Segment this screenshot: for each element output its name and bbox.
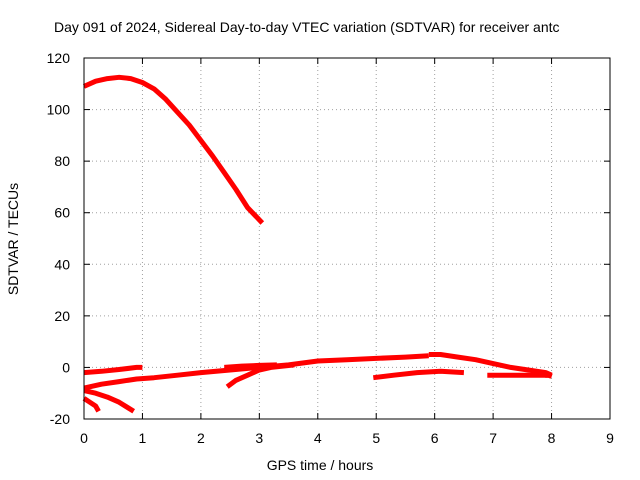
x-axis-label: GPS time / hours (266, 457, 374, 473)
y-tick-label: 40 (54, 256, 70, 272)
series-group (82, 74, 553, 414)
series-line-arc-5 (82, 396, 101, 413)
x-tick-label: 4 (314, 430, 322, 446)
y-tick-label: 60 (54, 205, 70, 221)
x-tick-label: 3 (255, 430, 263, 446)
chart-title: Day 091 of 2024, Sidereal Day-to-day VTE… (54, 19, 560, 35)
grid-lines (84, 58, 610, 419)
series-line-arc-4 (83, 388, 136, 414)
y-tick-label: 100 (47, 102, 71, 118)
y-tick-label: -20 (50, 411, 70, 427)
y-tick-label: 0 (62, 359, 70, 375)
x-tick-label: 8 (548, 430, 556, 446)
x-tick-label: 7 (489, 430, 497, 446)
series-line-arc-2 (83, 364, 143, 376)
plot-frame (83, 57, 611, 420)
series-line-arc-7 (224, 362, 277, 370)
x-tick-label: 9 (606, 430, 614, 446)
series-line-arc-9 (372, 368, 465, 381)
y-tick-label: 120 (47, 50, 71, 66)
series-line-arc-11 (538, 370, 553, 379)
x-tick-label: 0 (80, 430, 88, 446)
x-tick-label: 6 (431, 430, 439, 446)
x-tick-label: 5 (372, 430, 380, 446)
axis-ticks: 0 1 2 3 4 5 6 7 8 9 -20 0 20 40 60 80 100 120 (47, 50, 614, 446)
y-tick-label: 80 (54, 153, 70, 169)
x-tick-label: 1 (139, 430, 147, 446)
y-tick-label: 20 (54, 308, 70, 324)
series-line-arc-1 (82, 74, 265, 225)
x-tick-label: 2 (197, 430, 205, 446)
series-line-arc-8 (428, 352, 553, 378)
series-line-arc-3 (83, 353, 429, 391)
series-line-arc-6 (225, 362, 295, 389)
